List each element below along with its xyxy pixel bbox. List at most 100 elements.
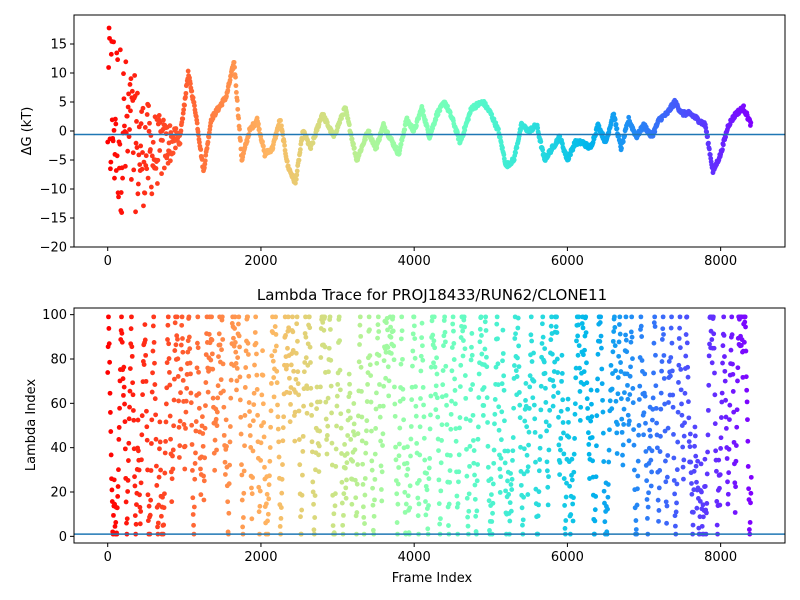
lambda-point: [145, 518, 151, 524]
lambda-point: [191, 504, 197, 510]
dg-point: [235, 106, 241, 112]
lambda-point: [171, 397, 177, 403]
lambda-point: [556, 442, 562, 448]
lambda-point: [687, 444, 693, 450]
lambda-point: [524, 424, 530, 430]
lambda-point: [501, 373, 507, 379]
dg-point: [233, 74, 238, 80]
lambda-point: [702, 456, 708, 462]
lambda-point: [656, 508, 662, 513]
dg-point: [129, 88, 135, 94]
lambda-point: [190, 467, 195, 473]
lambda-point: [691, 509, 696, 515]
lambda-point: [378, 487, 384, 492]
dg-point: [133, 209, 138, 215]
lambda-point: [638, 314, 644, 320]
lambda-point: [136, 467, 142, 473]
dg-point: [126, 134, 132, 140]
dg-point: [188, 81, 193, 87]
lambda-point: [261, 434, 267, 440]
lambda-point: [717, 472, 723, 478]
lambda-point: [409, 397, 415, 403]
lambda-point: [268, 381, 274, 386]
dg-point: [652, 129, 658, 135]
lambda-point: [627, 392, 633, 397]
lambda-point: [295, 369, 301, 375]
lambda-point: [157, 446, 162, 452]
lambda-point: [659, 337, 665, 342]
lambda-point: [680, 444, 686, 450]
lambda-point: [210, 395, 216, 401]
lambda-point: [193, 450, 198, 456]
lambda-point: [378, 463, 384, 469]
lambda-point: [408, 424, 414, 429]
lambda-point: [250, 448, 256, 454]
lambda-point: [669, 340, 675, 346]
lambda-point: [664, 474, 670, 480]
dg-point: [111, 39, 116, 45]
lambda-point: [572, 401, 578, 407]
lambda-point: [512, 336, 518, 341]
lambda-point: [481, 385, 487, 390]
dg-point: [149, 153, 155, 159]
lambda-point: [726, 470, 732, 476]
lambda-point: [176, 398, 182, 404]
dg-point: [294, 168, 300, 174]
lambda-point: [631, 467, 637, 473]
lambda-point: [201, 473, 206, 479]
dg-point: [284, 158, 290, 164]
lambda-point: [558, 447, 563, 453]
lambda-point: [328, 357, 334, 363]
lambda-point: [661, 353, 667, 358]
lambda-y-tick-label: 100: [42, 308, 67, 323]
lambda-point: [126, 440, 132, 446]
lambda-y-axis-label: Lambda Index: [24, 379, 39, 472]
lambda-point: [373, 426, 379, 431]
lambda-point: [665, 453, 671, 458]
lambda-point: [508, 508, 514, 514]
lambda-point: [629, 334, 635, 340]
lambda-point: [189, 422, 195, 428]
lambda-point: [570, 501, 576, 507]
lambda-point: [618, 369, 624, 374]
lambda-point: [374, 390, 379, 396]
lambda-point: [561, 430, 566, 436]
lambda-point: [332, 491, 338, 497]
lambda-point: [240, 524, 246, 530]
lambda-point: [645, 504, 651, 510]
lambda-point: [476, 371, 482, 377]
lambda-point: [559, 378, 564, 384]
lambda-point: [600, 409, 606, 415]
lambda-point: [339, 479, 345, 485]
dg-point: [121, 71, 126, 77]
lambda-point: [428, 364, 434, 370]
lambda-point: [563, 494, 569, 500]
dg-point: [203, 152, 209, 158]
lambda-point: [733, 443, 739, 448]
lambda-point: [487, 528, 492, 533]
dg-point: [703, 125, 709, 131]
lambda-y-tick-label: 60: [50, 397, 67, 412]
dg-point: [256, 126, 262, 132]
lambda-point: [567, 483, 572, 489]
lambda-point: [252, 330, 258, 335]
lambda-point: [456, 469, 462, 475]
lambda-point: [559, 352, 565, 358]
lambda-point: [161, 505, 167, 511]
lambda-point: [251, 390, 257, 396]
lambda-point: [376, 353, 382, 358]
lambda-point: [702, 483, 708, 489]
lambda-point: [615, 391, 621, 397]
lambda-point: [246, 373, 252, 379]
dg-x-tick-label: 2000: [244, 254, 277, 269]
lambda-point: [349, 501, 355, 507]
lambda-point: [113, 519, 119, 525]
lambda-point: [398, 361, 404, 367]
dg-point: [741, 103, 747, 109]
lambda-point: [636, 432, 641, 438]
lambda-point: [449, 398, 454, 404]
lambda-point: [684, 340, 690, 346]
lambda-point: [697, 514, 703, 520]
lambda-point: [608, 362, 614, 368]
lambda-point: [543, 419, 549, 425]
